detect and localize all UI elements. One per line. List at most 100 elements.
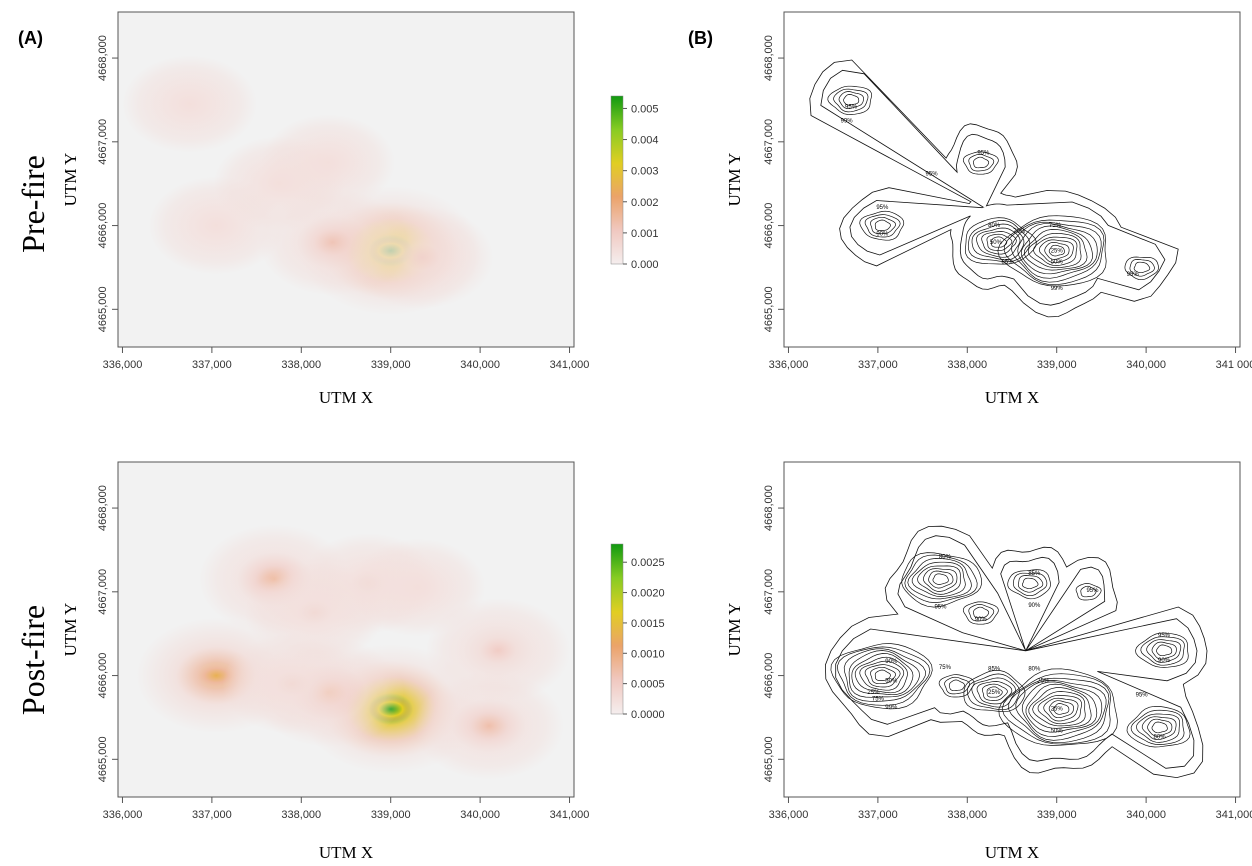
y-tick-label: 4665,000 (97, 286, 109, 332)
contour-ring (1039, 239, 1074, 264)
y-tick-label: 4665,000 (763, 286, 775, 332)
x-tick-label: 339,000 (1037, 809, 1077, 821)
contour-label: 85% (1002, 259, 1015, 265)
colorbar-tick-label: 0.0025 (631, 557, 665, 569)
contour-ring (1020, 225, 1093, 275)
y-tick-label: 4667,000 (97, 569, 109, 615)
contour-label: 25% (1051, 248, 1064, 254)
contour-ring (964, 217, 1037, 265)
contour-label: 25% (867, 690, 880, 696)
contour-label: 90% (1028, 603, 1041, 609)
contour-ring (1012, 572, 1048, 597)
contour-label: 50% (990, 240, 1003, 246)
y-axis-title: UTM Y (61, 603, 80, 657)
contour-label: 95% (1086, 588, 1099, 594)
contour-label: 85% (1028, 571, 1041, 577)
colorbar-tick-label: 0.004 (631, 135, 659, 147)
x-tick-label: 341,000 (550, 809, 590, 821)
contour-ring (1021, 681, 1103, 737)
contour-ring (904, 554, 978, 603)
contour-ring (986, 686, 1003, 698)
contour-ring (874, 219, 891, 231)
contour-label: 25% (1037, 678, 1050, 684)
x-tick-label: 340,000 (460, 809, 500, 821)
contour-ring (864, 664, 901, 688)
x-tick-label: 340,000 (460, 359, 500, 371)
contour-ring (976, 227, 1021, 258)
contour-ring (830, 643, 933, 710)
contour-ring (1043, 697, 1079, 722)
contour-label: 80% (1028, 667, 1041, 673)
colorbar-tick-label: 0.000 (631, 259, 659, 271)
contour-ring (1023, 229, 1088, 271)
contour-ring (833, 88, 869, 113)
x-axis-title: UTM X (319, 388, 373, 407)
contour-ring (827, 85, 873, 115)
contour-ring (1011, 221, 1102, 283)
y-axis-title: UTM Y (725, 603, 744, 657)
y-tick-label: 4667,000 (97, 119, 109, 165)
pre-fire-contour-panel: 99% 99% 80% 70% 75% 85% 95% 95% 95% 95% 95% 90% 50% 2… (725, 11, 1252, 407)
x-tick-label: 338,000 (947, 809, 987, 821)
x-tick-label: 337,000 (192, 359, 232, 371)
contour-ring (962, 151, 999, 175)
contour-label: 95% (845, 104, 858, 110)
x-tick-label: 338,000 (281, 809, 321, 821)
contour-label: 50% (1051, 259, 1064, 265)
y-tick-label: 4666,000 (763, 203, 775, 249)
plot-frame (783, 461, 1241, 798)
contour-label: 75% (872, 697, 885, 703)
post-fire-contour-panel: 99% 80% 85% 85% 80% 95% 90% 90% 95% 75% 90% 50% 25% 2… (725, 461, 1252, 862)
x-tick-label: 338,000 (281, 359, 321, 371)
y-tick-label: 4666,000 (97, 203, 109, 249)
contour-label: 99% (841, 119, 854, 125)
contour-envelope (824, 525, 1208, 779)
y-tick-label: 4665,000 (97, 736, 109, 782)
plot-frame (117, 461, 575, 798)
x-tick-label: 337,000 (858, 809, 898, 821)
contour-ring (938, 674, 975, 698)
contour-label: 75% (1049, 223, 1062, 229)
colorbar-tick-label: 0.001 (631, 228, 659, 240)
contour-label: 25% (1051, 707, 1064, 713)
contour-ring (843, 648, 926, 702)
contour-ring (1075, 583, 1102, 601)
colorbar-ramp (610, 543, 624, 715)
contour-ring (1015, 680, 1107, 741)
colorbar-tick-label: 0.0015 (631, 618, 665, 630)
contour-lines: 99% 99% 80% 70% 75% 85% 95% 95% 95% 95% 95% 90% 50% 2… (809, 59, 1179, 318)
contour-ring (1027, 232, 1082, 269)
x-tick-label: 337,000 (858, 359, 898, 371)
contour-lines: 99% 80% 85% 85% 80% 95% 90% 90% 95% 75% 90% 50% 25% 2… (824, 525, 1208, 779)
x-axis-title: UTM X (985, 388, 1039, 407)
contour-ring (1135, 632, 1189, 668)
contour-ring (870, 666, 896, 685)
contour-ring (967, 220, 1031, 263)
contour-label: 95% (1127, 272, 1140, 278)
contour-ring (928, 570, 954, 589)
y-tick-label: 4668,000 (763, 35, 775, 81)
contour-label: 90% (1158, 658, 1171, 664)
density-hotspot (121, 55, 258, 153)
contour-label: 95% (977, 150, 990, 156)
contour-ring (986, 233, 1013, 251)
y-tick-label: 4668,000 (97, 485, 109, 531)
contour-envelope (820, 69, 1166, 306)
x-tick-label: 337,000 (192, 809, 232, 821)
contour-ring (1017, 575, 1044, 593)
y-tick-label: 4666,000 (97, 653, 109, 699)
contour-label: 95% (926, 171, 939, 177)
contour-label: 80% (988, 223, 1001, 229)
pre-fire-heatmap-panel: 336,000 337,000 338,000 339,000 340,000 341,0… (61, 11, 589, 407)
contour-label: 95% (934, 605, 947, 611)
post-fire-heatmap-panel: 336,000 337,000 338,000 339,000 340,000 341,0… (61, 461, 590, 862)
panel-letter-a: (A) (18, 28, 43, 48)
colorbar-tick-label: 0.002 (631, 197, 659, 209)
contour-ring (948, 679, 965, 692)
x-tick-label: 339,000 (371, 809, 411, 821)
contour-ring (968, 154, 995, 172)
contour-ring (854, 656, 908, 694)
y-tick-label: 4667,000 (763, 119, 775, 165)
contour-ring (922, 568, 958, 592)
x-tick-label: 336,000 (103, 809, 143, 821)
